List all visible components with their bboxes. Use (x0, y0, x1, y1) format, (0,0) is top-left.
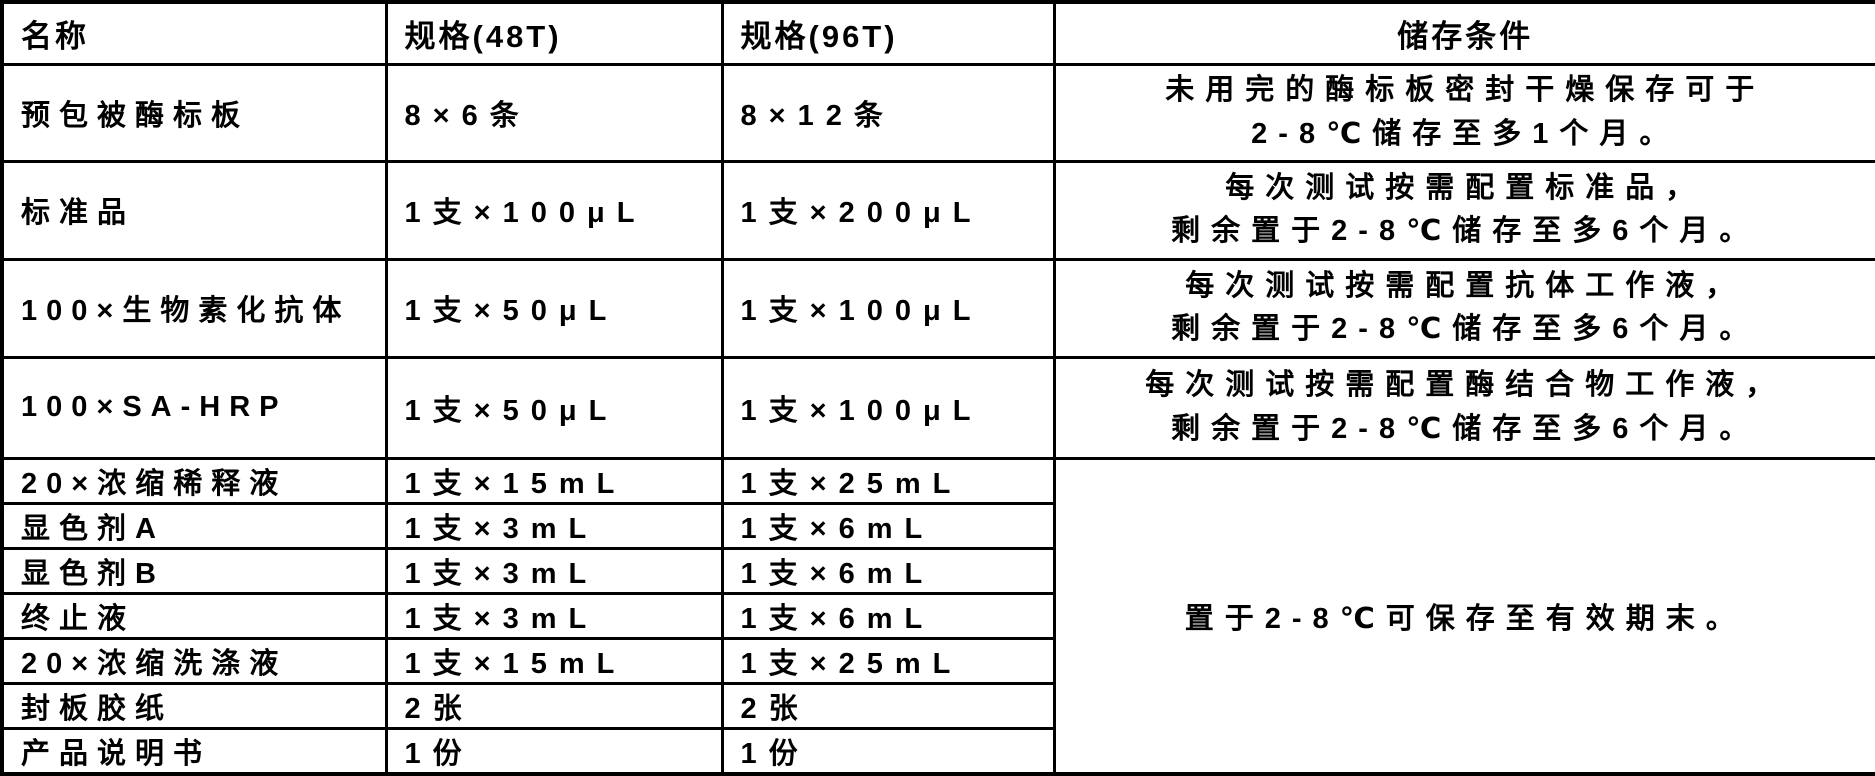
component-name: 终止液 (0, 591, 388, 640)
spec-96t-value: 1支×25mL (720, 456, 1056, 505)
component-name: 100×生物素化抗体 (0, 257, 388, 359)
spec-96t-value: 1支×6mL (720, 501, 1056, 550)
storage-condition: 每次测试按需配置标准品， 剩余置于2-8℃储存至多6个月。 (1052, 159, 1875, 261)
table-row: 预包被酶标板 8×6条 8×12条 未用完的酶标板密封干燥保存可于 2-8℃储存… (0, 62, 1875, 163)
table-row: 20×浓缩洗涤液 1支×15mL 1支×25mL (0, 636, 1875, 685)
table-row: 标准品 1支×100μL 1支×200μL 每次测试按需配置标准品， 剩余置于2… (0, 159, 1875, 261)
spec-96t-value: 1支×25mL (720, 636, 1056, 685)
spec-48t-value: 1支×15mL (384, 636, 724, 685)
component-name: 封板胶纸 (0, 681, 388, 730)
spec-48t-value: 1支×3mL (384, 591, 724, 640)
spec-96t-value: 1支×100μL (720, 355, 1056, 460)
component-name: 100×SA-HRP (0, 355, 388, 460)
storage-condition: 每次测试按需配置酶结合物工作液， 剩余置于2-8℃储存至多6个月。 (1052, 355, 1875, 460)
component-name: 标准品 (0, 159, 388, 261)
table-header-row: 名称 规格(48T) 规格(96T) 储存条件 (0, 0, 1875, 66)
storage-condition: 未用完的酶标板密封干燥保存可于 2-8℃储存至多1个月。 (1052, 62, 1875, 163)
component-name: 预包被酶标板 (0, 62, 388, 163)
component-name: 20×浓缩稀释液 (0, 456, 388, 505)
spec-96t-value: 1支×100μL (720, 257, 1056, 359)
table-row: 100×SA-HRP 1支×50μL 1支×100μL 每次测试按需配置酶结合物… (0, 355, 1875, 460)
spec-48t-value: 1支×100μL (384, 159, 724, 261)
component-name: 20×浓缩洗涤液 (0, 636, 388, 685)
column-header-spec-48t: 规格(48T) (384, 0, 724, 66)
spec-48t-value: 1支×50μL (384, 257, 724, 359)
spec-96t-value: 1支×6mL (720, 546, 1056, 595)
storage-condition: 每次测试按需配置抗体工作液， 剩余置于2-8℃储存至多6个月。 (1052, 257, 1875, 359)
spec-96t-value: 1支×200μL (720, 159, 1056, 261)
spec-48t-value: 1份 (384, 726, 724, 776)
table-row: 20×浓缩稀释液 1支×15mL 1支×25mL 置于2-8℃可保存至有效期末。 (0, 456, 1875, 776)
component-name: 显色剂B (0, 546, 388, 595)
spec-96t-value: 8×12条 (720, 62, 1056, 163)
spec-48t-value: 1支×3mL (384, 546, 724, 595)
table-row: 显色剂B 1支×3mL 1支×6mL (0, 546, 1875, 595)
column-header-storage: 储存条件 (1052, 0, 1875, 66)
table-row: 终止液 1支×3mL 1支×6mL (0, 591, 1875, 640)
spec-96t-value: 1份 (720, 726, 1056, 776)
table-row: 封板胶纸 2张 2张 (0, 681, 1875, 730)
table-row: 100×生物素化抗体 1支×50μL 1支×100μL 每次测试按需配置抗体工作… (0, 257, 1875, 359)
table-row: 显色剂A 1支×3mL 1支×6mL (0, 501, 1875, 550)
spec-48t-value: 8×6条 (384, 62, 724, 163)
spec-48t-value: 2张 (384, 681, 724, 730)
column-header-name: 名称 (0, 0, 388, 66)
spec-48t-value: 1支×3mL (384, 501, 724, 550)
component-name: 产品说明书 (0, 726, 388, 776)
spec-96t-value: 2张 (720, 681, 1056, 730)
component-name: 显色剂A (0, 501, 388, 550)
spec-96t-value: 1支×6mL (720, 591, 1056, 640)
column-header-spec-96t: 规格(96T) (720, 0, 1056, 66)
spec-48t-value: 1支×50μL (384, 355, 724, 460)
spec-48t-value: 1支×15mL (384, 456, 724, 505)
storage-condition-merged: 置于2-8℃可保存至有效期末。 (1052, 456, 1875, 776)
